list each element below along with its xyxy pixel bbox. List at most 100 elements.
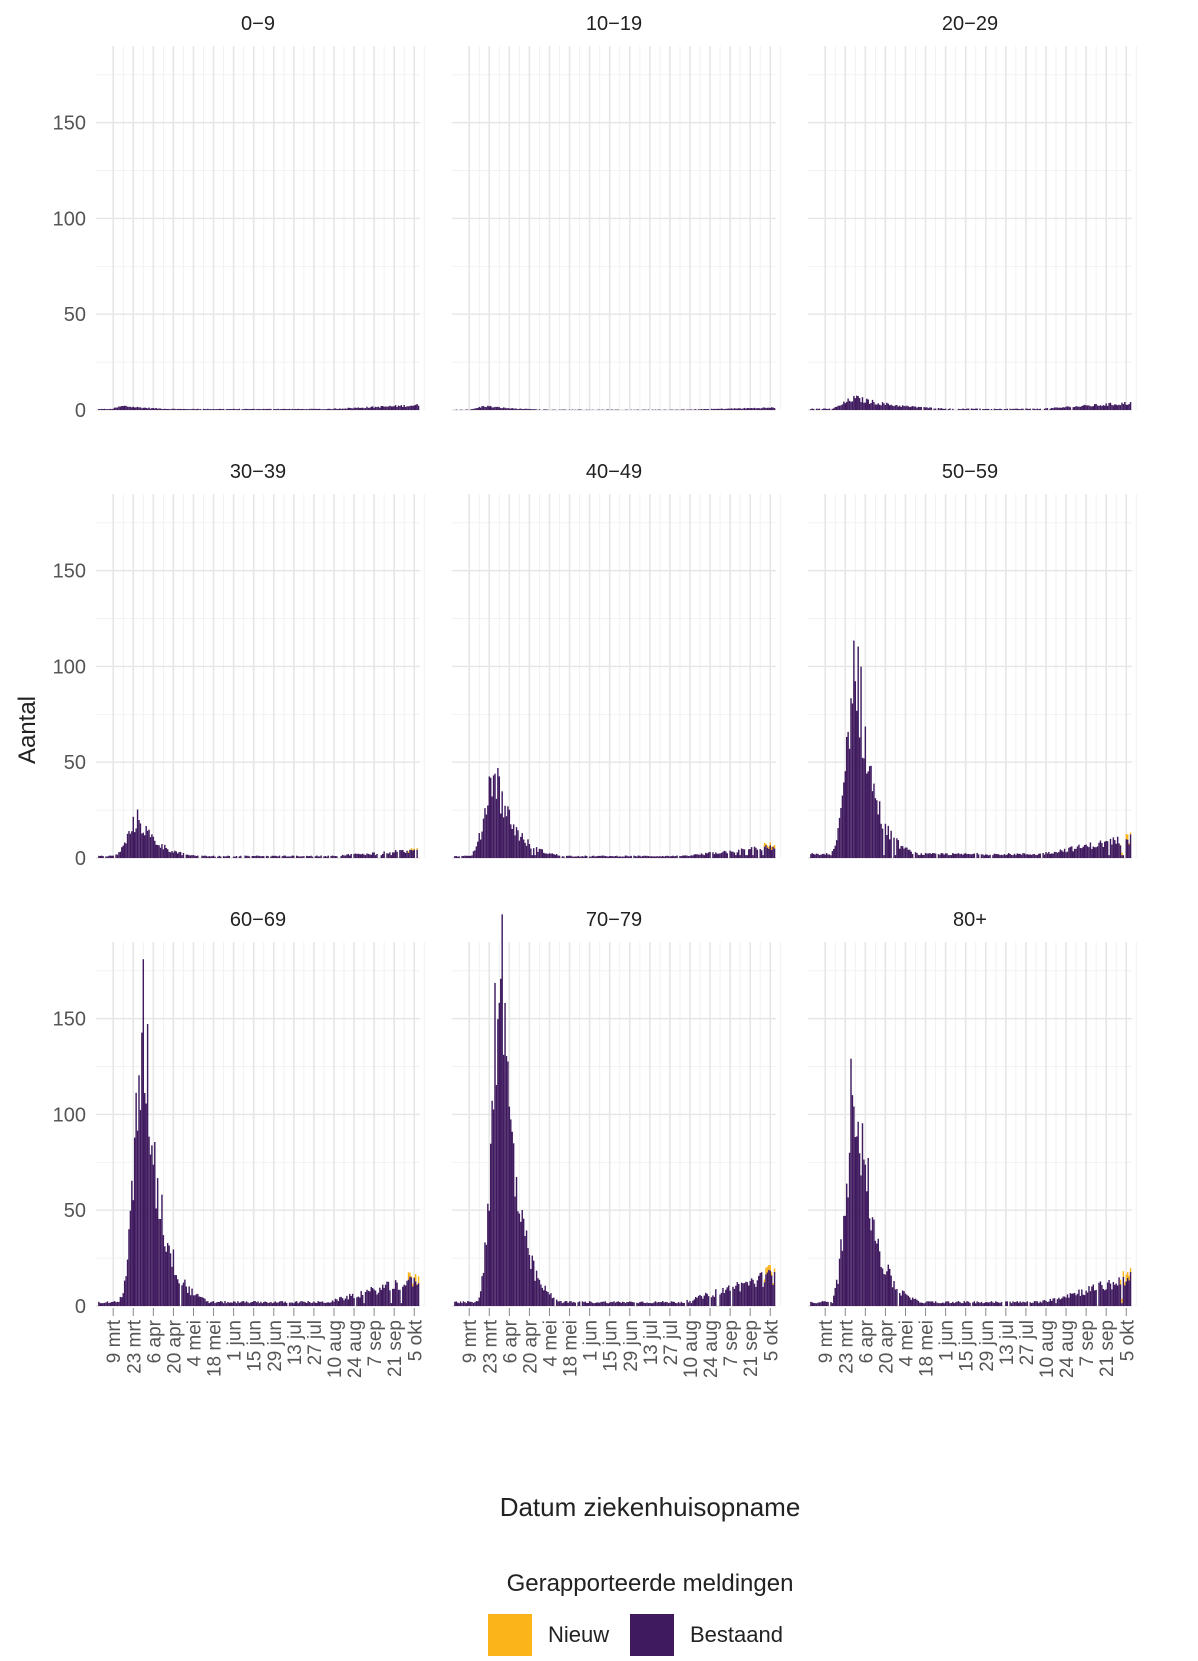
bar-bestaand (365, 408, 366, 410)
bar-bestaand (729, 409, 730, 410)
bar-bestaand (946, 853, 947, 858)
bar-bestaand (668, 856, 669, 858)
bar-bestaand (902, 1290, 903, 1306)
bar-bestaand (544, 409, 545, 410)
bar-bestaand (638, 1303, 639, 1306)
bar-bestaand (1007, 854, 1008, 858)
bar-bestaand (396, 407, 397, 410)
bar-bestaand (919, 855, 920, 858)
bar-bestaand (138, 820, 139, 858)
bar-bestaand (549, 853, 550, 858)
bar-bestaand (981, 854, 982, 858)
bar-bestaand (499, 407, 500, 410)
bar-bestaand (923, 407, 924, 410)
bar-bestaand (728, 409, 729, 410)
bar-bestaand (1103, 1289, 1104, 1306)
bar-bestaand (368, 854, 369, 858)
bar-bestaand (412, 406, 413, 410)
bar-bestaand (935, 409, 936, 410)
bar-bestaand (274, 856, 275, 858)
bar-bestaand (348, 408, 349, 410)
bar-bestaand (909, 1297, 910, 1306)
bar-bestaand (100, 856, 101, 858)
bar-bestaand (252, 1302, 253, 1306)
bar-bestaand (273, 409, 274, 410)
x-tick-label: 6 apr (856, 1319, 877, 1363)
bar-bestaand (539, 1280, 540, 1306)
y-axis-title-wrap: Aantal (8, 690, 48, 770)
bar-bestaand (1027, 854, 1028, 858)
bar-bestaand (287, 856, 288, 858)
bar-bestaand (295, 1302, 296, 1306)
bar-bestaand (1118, 405, 1119, 410)
bar-bestaand (932, 1301, 933, 1306)
bar-bestaand (259, 409, 260, 410)
bar-bestaand (1108, 855, 1109, 858)
bar-bestaand (242, 409, 243, 410)
bar-bestaand (168, 1246, 169, 1306)
bar-bestaand (328, 409, 329, 410)
bar-bestaand (754, 1284, 755, 1306)
bar-bestaand (121, 1297, 122, 1306)
bar-bestaand (836, 840, 837, 858)
bar-bestaand (1075, 849, 1076, 858)
bar-bestaand (618, 1301, 619, 1306)
bar-bestaand (416, 404, 417, 410)
bar-bestaand (236, 409, 237, 410)
bar-bestaand (388, 1282, 389, 1306)
bar-bestaand (187, 855, 188, 858)
bar-bestaand (211, 856, 212, 858)
bar-bestaand (859, 1153, 860, 1306)
bar-bestaand (857, 1122, 858, 1306)
bar-bestaand (369, 1291, 370, 1306)
bar-bestaand (183, 853, 184, 858)
bar-bestaand (546, 1291, 547, 1306)
bar-bestaand (840, 808, 841, 858)
bar-bestaand (187, 409, 188, 410)
bar-bestaand (1009, 1302, 1010, 1306)
bar-bestaand (221, 1302, 222, 1306)
bar-bestaand (911, 852, 912, 858)
bar-bestaand (869, 404, 870, 410)
bar-nieuw (412, 1284, 413, 1287)
bar-bestaand (699, 855, 700, 858)
bar-bestaand (1077, 1294, 1078, 1306)
bar-bestaand (870, 1230, 871, 1306)
bar-bestaand (845, 403, 846, 410)
bar-bestaand (849, 749, 850, 858)
bar-bestaand (989, 855, 990, 858)
bar-bestaand (619, 1302, 620, 1306)
bar-bestaand (649, 1303, 650, 1306)
bar-bestaand (1054, 407, 1055, 410)
bar-bestaand (628, 856, 629, 858)
bar-bestaand (399, 1290, 400, 1306)
bar-bestaand (389, 852, 390, 858)
bar-bestaand (285, 1302, 286, 1306)
bar-bestaand (318, 1301, 319, 1306)
bar-bestaand (1018, 854, 1019, 858)
bar-bestaand (512, 408, 513, 410)
bar-bestaand (857, 396, 858, 410)
bar-bestaand (180, 409, 181, 410)
bar-bestaand (922, 1303, 923, 1306)
bar-bestaand (860, 1175, 861, 1306)
bar-bestaand (323, 409, 324, 410)
bar-bestaand (497, 768, 498, 858)
bar-bestaand (916, 408, 917, 410)
bar-bestaand (1018, 1303, 1019, 1306)
bar-bestaand (979, 1303, 980, 1306)
bar-bestaand (1070, 1293, 1071, 1306)
bar-bestaand (1067, 406, 1068, 410)
bar-bestaand (938, 408, 939, 410)
bar-bestaand (178, 1283, 179, 1306)
bar-nieuw (409, 1273, 410, 1277)
bar-bestaand (1001, 1302, 1002, 1306)
bar-bestaand (211, 1302, 212, 1306)
bar-bestaand (991, 409, 992, 410)
x-tick-label: 5 okt (405, 1319, 426, 1361)
bar-bestaand (326, 409, 327, 410)
bar-bestaand (582, 856, 583, 858)
